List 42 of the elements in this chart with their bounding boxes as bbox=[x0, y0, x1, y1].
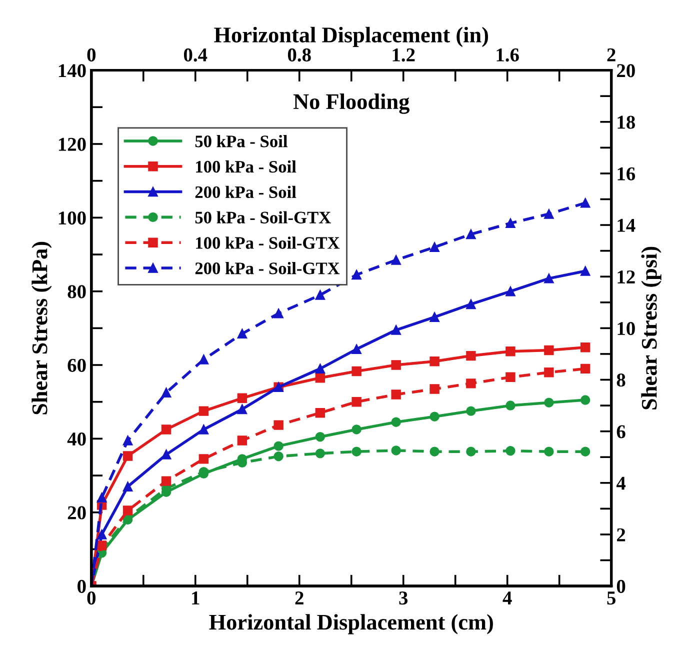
y-tick-label: 60 bbox=[68, 358, 86, 372]
x-tick-label: 5 bbox=[607, 592, 616, 605]
y2-tick-label: 6 bbox=[616, 425, 626, 438]
y2-axis-title: Shear Stress (psi) bbox=[641, 246, 662, 410]
x2-tick-label: 0.4 bbox=[184, 48, 208, 62]
x2-tick-label: 1.6 bbox=[496, 48, 519, 62]
y-axis-title: Shear Stress (kPa) bbox=[32, 242, 52, 414]
x2-tick-label: 0.8 bbox=[288, 48, 311, 62]
x-tick-label: 2 bbox=[295, 592, 304, 604]
y2-tick-label: 12 bbox=[618, 270, 635, 284]
x2-tick-label: 1.2 bbox=[392, 48, 415, 62]
y-tick-label: 100 bbox=[58, 211, 86, 225]
legend-label: 200 kPa - Soil bbox=[195, 186, 296, 198]
y2-tick-label: 16 bbox=[618, 167, 636, 180]
x-tick-label: 0 bbox=[87, 591, 96, 605]
y-tick-label: 80 bbox=[68, 285, 86, 298]
y2-tick-label: 2 bbox=[617, 528, 626, 542]
y2-tick-label: 8 bbox=[616, 374, 626, 387]
legend-label: 50 kPa - Soil-GTX bbox=[195, 211, 331, 224]
y-tick-label: 140 bbox=[58, 64, 86, 78]
x2-tick-label: 2 bbox=[607, 48, 616, 62]
annotation: No Flooding bbox=[293, 94, 410, 114]
y2-tick-label: 4 bbox=[616, 476, 626, 490]
x-tick-label: 1 bbox=[192, 592, 200, 604]
x2-tick-label: 0 bbox=[87, 48, 96, 62]
y2-tick-label: 14 bbox=[618, 218, 636, 232]
y2-tick-label: 20 bbox=[617, 64, 635, 78]
x-tick-label: 3 bbox=[399, 592, 408, 605]
x2-axis-title: Horizontal Displacement (in) bbox=[214, 26, 488, 47]
x-tick-label: 4 bbox=[502, 592, 512, 604]
y-tick-label: 120 bbox=[58, 138, 86, 151]
legend-label: 50 kPa - Soil bbox=[195, 135, 288, 148]
y-tick-label: 0 bbox=[78, 580, 86, 593]
legend-label: 100 kPa - Soil-GTX bbox=[196, 236, 340, 249]
y-tick-label: 40 bbox=[67, 432, 86, 446]
legend-label: 200 kPa - Soil-GTX bbox=[195, 262, 340, 274]
y-tick-label: 20 bbox=[68, 506, 86, 520]
legend-label: 100 kPa - Soil bbox=[196, 160, 296, 173]
x-axis-title: Horizontal Displacement (cm) bbox=[209, 614, 493, 634]
y2-tick-label: 0 bbox=[616, 580, 626, 593]
y2-tick-label: 18 bbox=[618, 116, 635, 129]
y2-tick-label: 10 bbox=[618, 322, 635, 336]
